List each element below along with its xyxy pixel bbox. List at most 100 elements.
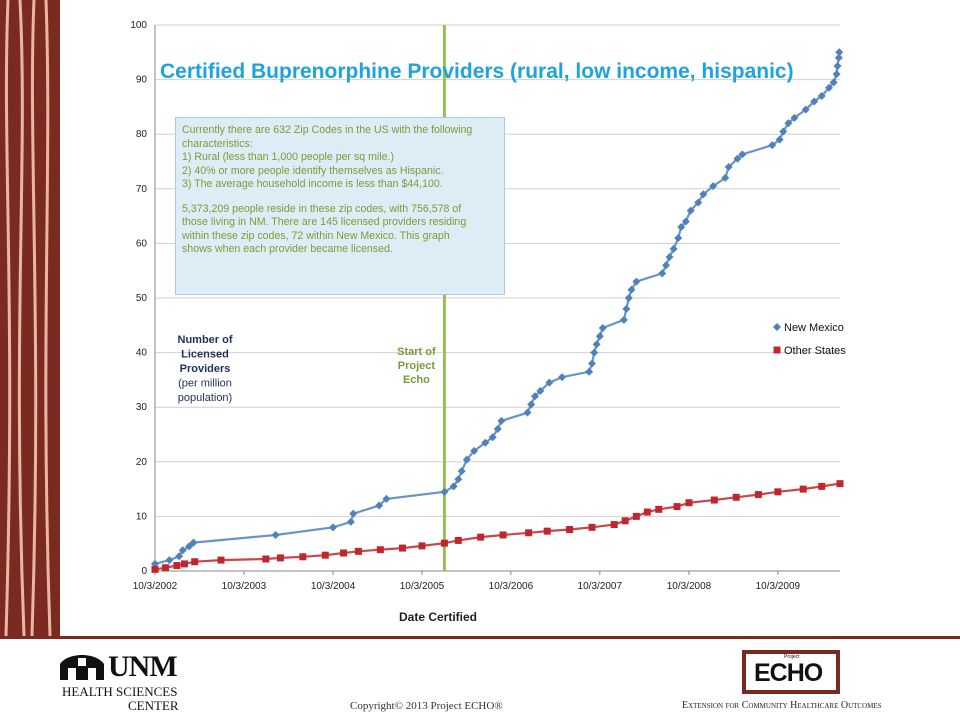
- data-point-other-states: [799, 485, 807, 493]
- data-point-new-mexico: [662, 261, 671, 270]
- data-point-new-mexico: [536, 386, 545, 395]
- data-point-other-states: [566, 526, 574, 534]
- data-point-new-mexico: [598, 324, 607, 333]
- y-tick-label: 100: [130, 20, 147, 31]
- y-axis-label: Number of Licensed Providers (per million po…: [178, 334, 233, 404]
- legend-label: Other States: [784, 345, 846, 357]
- data-point-new-mexico: [665, 253, 674, 262]
- x-tick-label: 10/3/2007: [578, 581, 623, 592]
- data-point-new-mexico: [825, 83, 834, 92]
- data-point-new-mexico: [178, 546, 187, 555]
- x-axis-label: Date Certified: [399, 610, 477, 624]
- data-point-new-mexico: [733, 154, 742, 163]
- data-point-other-states: [818, 482, 826, 490]
- data-point-other-states: [354, 547, 362, 555]
- unm-subtitle: HEALTH SCIENCES: [62, 684, 178, 699]
- tick-labels: 0 10 20 30 40 50 60 70 80 90 100 10/3/2002 10/3/2003…: [130, 20, 800, 592]
- data-point-new-mexico: [449, 482, 458, 491]
- data-point-other-states: [499, 531, 507, 539]
- data-point-other-states: [217, 556, 225, 564]
- data-point-new-mexico: [694, 198, 703, 207]
- data-point-other-states: [543, 527, 551, 535]
- data-point-other-states: [376, 546, 384, 554]
- y-tick-label: 70: [136, 184, 148, 195]
- data-point-other-states: [151, 565, 159, 573]
- echo-logo-word: ECHO: [754, 659, 823, 687]
- info-line: 3) The average household income is less …: [182, 178, 443, 190]
- y-tick-label: 30: [136, 402, 148, 413]
- data-point-other-states: [299, 553, 307, 561]
- x-tick-label: 10/3/2005: [400, 581, 445, 592]
- info-line: Currently there are 632 Zip Codes in the…: [182, 124, 473, 136]
- data-point-other-states: [655, 505, 663, 513]
- chart: Start of Project Echo 0 10 20 30 40 50 60 70 80 90 1…: [130, 20, 846, 624]
- data-point-new-mexico: [588, 359, 597, 368]
- data-point-new-mexico: [699, 190, 708, 199]
- data-point-new-mexico: [592, 340, 601, 349]
- data-point-new-mexico: [457, 467, 466, 476]
- data-point-new-mexico: [681, 217, 690, 226]
- x-tick-label: 10/3/2003: [222, 581, 267, 592]
- data-point-new-mexico: [440, 487, 449, 496]
- echo-logo-small-text: Project: [784, 654, 800, 660]
- info-line: within these zip codes, 72 within New Me…: [182, 229, 450, 242]
- info-box: Currently there are 632 Zip Codes in the…: [175, 117, 505, 295]
- data-point-new-mexico: [624, 294, 633, 302]
- data-point-new-mexico: [721, 173, 730, 182]
- y-tick-label: 60: [136, 238, 148, 249]
- data-point-new-mexico: [175, 552, 184, 561]
- x-tick-label: 10/3/2006: [489, 581, 534, 592]
- data-point-new-mexico: [768, 141, 777, 150]
- info-line: 5,373,209 people reside in these zip cod…: [182, 202, 462, 215]
- axes: [154, 25, 840, 575]
- decorative-border-left: [0, 0, 60, 637]
- data-point-new-mexico: [810, 97, 819, 106]
- data-point-new-mexico: [346, 517, 355, 526]
- wood-grain-pattern: [4, 0, 52, 637]
- data-point-other-states: [454, 536, 462, 544]
- y-axis-label-line: population): [178, 392, 232, 404]
- data-point-other-states: [440, 539, 448, 547]
- data-point-new-mexico: [619, 315, 628, 324]
- y-axis-label-line: (per million: [178, 378, 232, 390]
- footer-divider: [0, 636, 960, 639]
- data-point-new-mexico: [462, 455, 471, 464]
- info-line: those living in NM. There are 145 licens…: [182, 216, 467, 228]
- data-point-new-mexico: [658, 269, 667, 278]
- data-point-new-mexico: [834, 53, 843, 62]
- data-point-other-states: [340, 549, 348, 557]
- data-point-new-mexico: [724, 162, 733, 171]
- y-tick-label: 50: [136, 293, 148, 304]
- info-line: 1) Rural (less than 1,000 people per sq …: [182, 151, 394, 163]
- data-point-new-mexico: [709, 182, 718, 191]
- x-tick-label: 10/3/2009: [756, 581, 801, 592]
- x-tick-label: 10/3/2004: [311, 581, 356, 592]
- data-point-other-states: [173, 562, 181, 570]
- data-point-new-mexico: [523, 408, 532, 417]
- data-point-new-mexico: [833, 61, 842, 70]
- legend-marker: [773, 323, 781, 331]
- data-point-other-states: [262, 555, 270, 563]
- data-point-other-states: [754, 491, 762, 499]
- data-point-other-states: [588, 523, 596, 531]
- data-point-other-states: [191, 558, 199, 566]
- annotation-label: Start of: [397, 346, 436, 358]
- data-point-new-mexico: [790, 113, 799, 122]
- data-point-other-states: [321, 551, 329, 559]
- data-point-other-states: [161, 564, 169, 572]
- data-point-new-mexico: [189, 538, 198, 547]
- data-point-other-states: [632, 512, 640, 520]
- data-point-new-mexico: [595, 332, 604, 341]
- unm-name: UNM: [108, 650, 178, 683]
- data-point-new-mexico: [382, 494, 391, 503]
- data-point-new-mexico: [349, 509, 358, 518]
- data-point-new-mexico: [832, 70, 841, 79]
- data-point-other-states: [643, 508, 651, 516]
- data-point-other-states: [621, 517, 629, 525]
- data-point-new-mexico: [375, 501, 384, 510]
- data-point-new-mexico: [801, 105, 810, 114]
- legend-marker: [773, 346, 781, 354]
- y-axis-label-line: Providers: [180, 363, 231, 375]
- data-point-new-mexico: [632, 277, 641, 286]
- y-axis-label-line: Number of: [178, 334, 233, 346]
